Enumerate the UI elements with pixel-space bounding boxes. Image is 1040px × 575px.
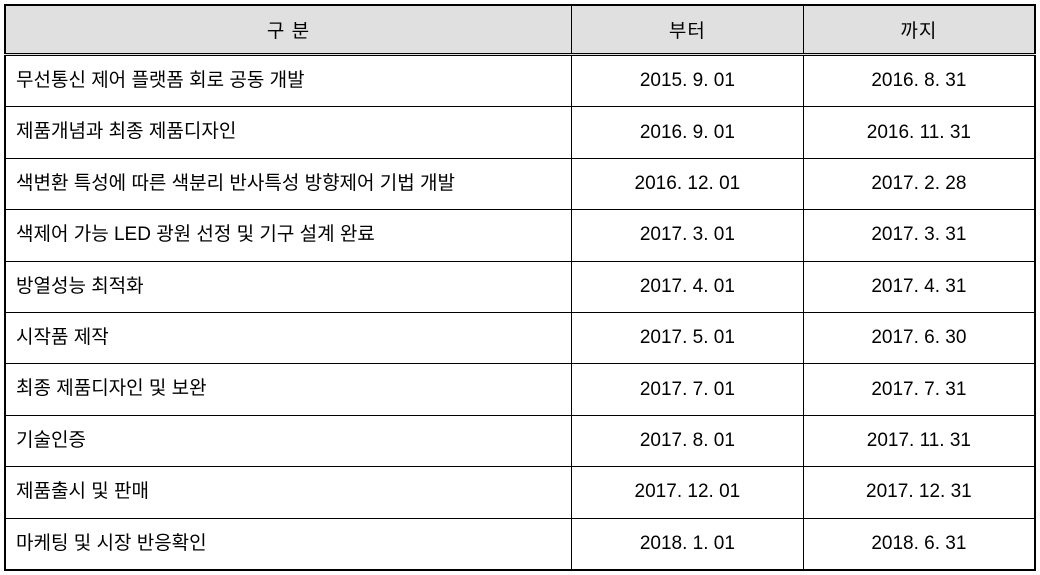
- cell-to: 2017. 7. 31: [803, 364, 1035, 415]
- cell-from: 2015. 9. 01: [572, 55, 804, 107]
- table-row: 기술인증 2017. 8. 01 2017. 11. 31: [5, 415, 1035, 466]
- cell-to: 2017. 11. 31: [803, 415, 1035, 466]
- cell-label: 색변환 특성에 따른 색분리 반사특성 방향제어 기법 개발: [5, 158, 572, 209]
- cell-label: 색제어 가능 LED 광원 선정 및 기구 설계 완료: [5, 210, 572, 261]
- table-row: 시작품 제작 2017. 5. 01 2017. 6. 30: [5, 312, 1035, 363]
- table-row: 마케팅 및 시장 반응확인 2018. 1. 01 2018. 6. 31: [5, 518, 1035, 570]
- cell-from: 2017. 8. 01: [572, 415, 804, 466]
- cell-to: 2016. 8. 31: [803, 55, 1035, 107]
- cell-label: 무선통신 제어 플랫폼 회로 공동 개발: [5, 55, 572, 107]
- cell-to: 2017. 12. 31: [803, 467, 1035, 518]
- table-row: 색변환 특성에 따른 색분리 반사특성 방향제어 기법 개발 2016. 12.…: [5, 158, 1035, 209]
- table-row: 제품개념과 최종 제품디자인 2016. 9. 01 2016. 11. 31: [5, 107, 1035, 158]
- schedule-table: 구 분 부터 까지 무선통신 제어 플랫폼 회로 공동 개발 2015. 9. …: [4, 4, 1036, 571]
- col-header-to: 까지: [803, 5, 1035, 55]
- cell-from: 2018. 1. 01: [572, 518, 804, 570]
- cell-from: 2016. 12. 01: [572, 158, 804, 209]
- cell-label: 제품개념과 최종 제품디자인: [5, 107, 572, 158]
- cell-from: 2017. 3. 01: [572, 210, 804, 261]
- table-row: 제품출시 및 판매 2017. 12. 01 2017. 12. 31: [5, 467, 1035, 518]
- cell-to: 2018. 6. 31: [803, 518, 1035, 570]
- col-header-category: 구 분: [5, 5, 572, 55]
- col-header-from: 부터: [572, 5, 804, 55]
- table-header-row: 구 분 부터 까지: [5, 5, 1035, 55]
- cell-to: 2017. 6. 30: [803, 312, 1035, 363]
- cell-from: 2017. 4. 01: [572, 261, 804, 312]
- cell-label: 제품출시 및 판매: [5, 467, 572, 518]
- cell-label: 기술인증: [5, 415, 572, 466]
- cell-label: 마케팅 및 시장 반응확인: [5, 518, 572, 570]
- cell-from: 2017. 5. 01: [572, 312, 804, 363]
- cell-from: 2017. 12. 01: [572, 467, 804, 518]
- cell-to: 2017. 4. 31: [803, 261, 1035, 312]
- table-body: 무선통신 제어 플랫폼 회로 공동 개발 2015. 9. 01 2016. 8…: [5, 55, 1035, 570]
- cell-to: 2017. 2. 28: [803, 158, 1035, 209]
- cell-label: 최종 제품디자인 및 보완: [5, 364, 572, 415]
- table-row: 최종 제품디자인 및 보완 2017. 7. 01 2017. 7. 31: [5, 364, 1035, 415]
- table-row: 무선통신 제어 플랫폼 회로 공동 개발 2015. 9. 01 2016. 8…: [5, 55, 1035, 107]
- cell-to: 2016. 11. 31: [803, 107, 1035, 158]
- table-row: 방열성능 최적화 2017. 4. 01 2017. 4. 31: [5, 261, 1035, 312]
- table-row: 색제어 가능 LED 광원 선정 및 기구 설계 완료 2017. 3. 01 …: [5, 210, 1035, 261]
- cell-label: 방열성능 최적화: [5, 261, 572, 312]
- cell-from: 2016. 9. 01: [572, 107, 804, 158]
- cell-from: 2017. 7. 01: [572, 364, 804, 415]
- cell-label: 시작품 제작: [5, 312, 572, 363]
- cell-to: 2017. 3. 31: [803, 210, 1035, 261]
